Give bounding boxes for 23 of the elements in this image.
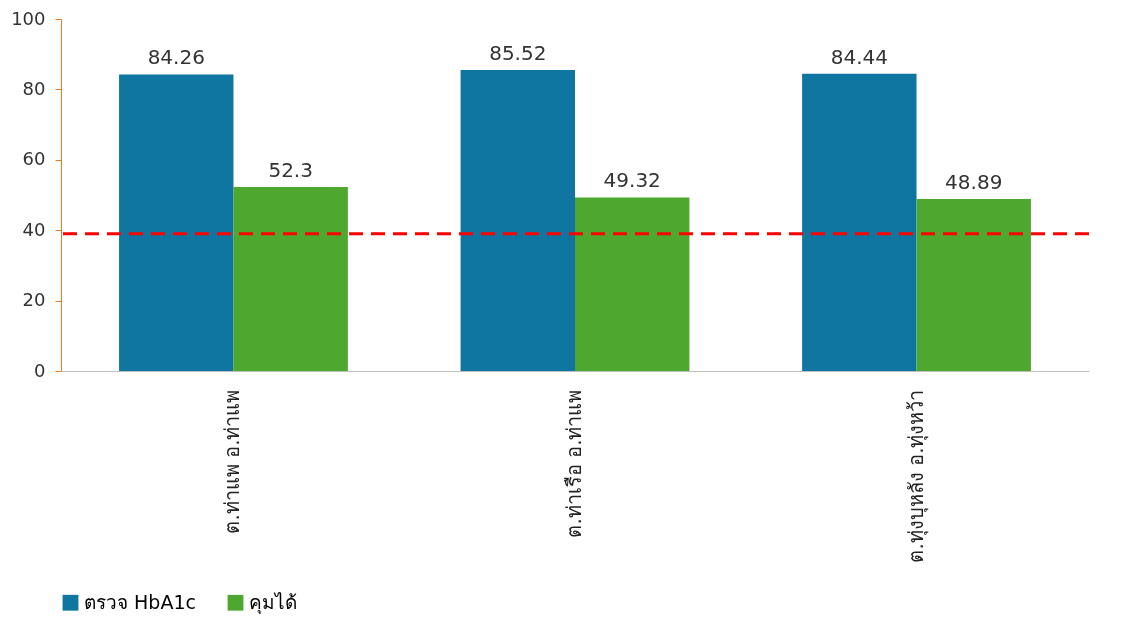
bar xyxy=(233,186,348,371)
y-tick-label: 40 xyxy=(22,218,46,240)
bar xyxy=(916,198,1031,371)
legend-label: คุมได้ xyxy=(249,590,297,615)
data-label: 49.32 xyxy=(603,168,661,193)
bar xyxy=(119,74,234,371)
data-label: 85.52 xyxy=(489,40,547,65)
x-tick-label: ต.ท่าเรือ อ.ท่าแพ xyxy=(562,389,586,538)
data-label: 52.3 xyxy=(268,157,313,182)
y-tick-label: 100 xyxy=(11,7,46,29)
x-tick-label: ต.ทุ่งบุหลัง อ.ทุ่งหว้า xyxy=(903,389,929,563)
data-label: 84.26 xyxy=(147,45,205,70)
x-tick-label: ต.ท่าแพ อ.ท่าแพ xyxy=(220,389,245,534)
legend-label: ตรวจ HbA1c xyxy=(84,590,196,613)
data-label: 48.89 xyxy=(945,169,1003,194)
y-tick-label: 20 xyxy=(22,289,46,311)
bar xyxy=(575,197,690,371)
y-tick-label: 80 xyxy=(22,77,46,99)
bar xyxy=(460,69,575,371)
y-tick-label: 60 xyxy=(22,148,46,170)
data-label: 84.44 xyxy=(830,44,888,69)
bar xyxy=(802,73,917,371)
y-tick-label: 0 xyxy=(34,359,46,381)
